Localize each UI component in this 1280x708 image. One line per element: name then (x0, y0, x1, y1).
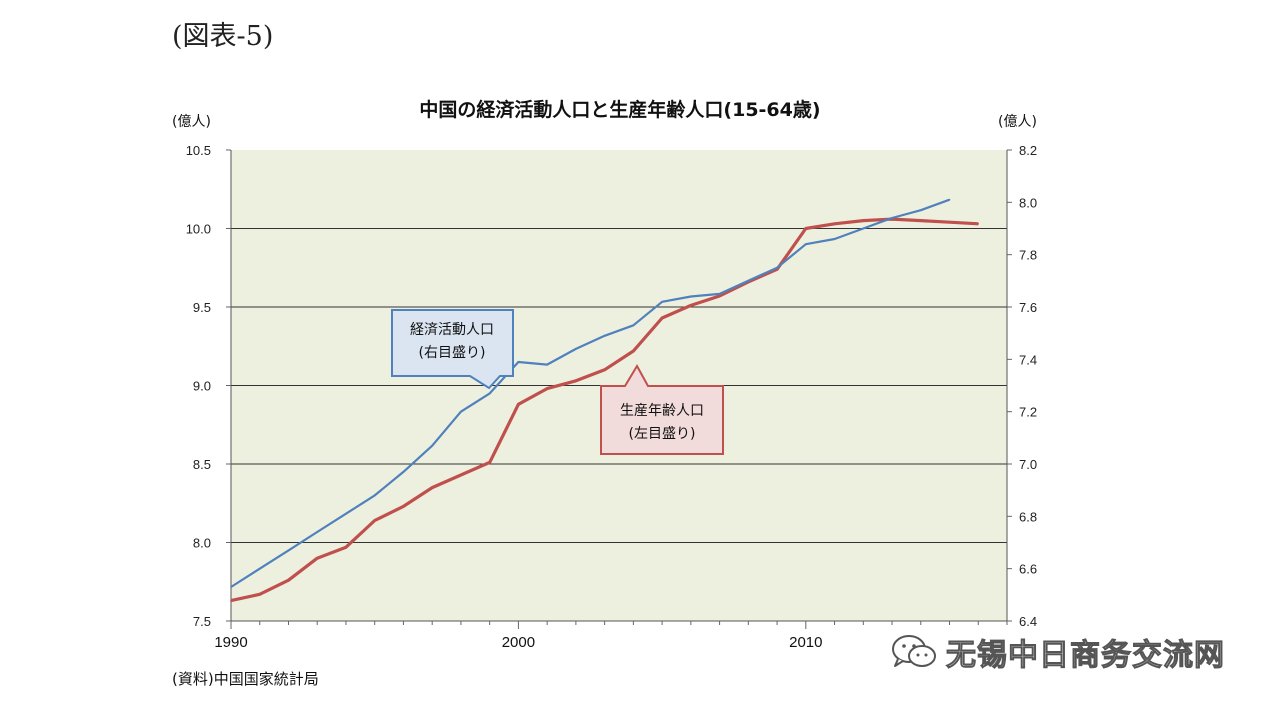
data-point-economically-active (690, 295, 692, 298)
watermark: 无锡中日商务交流网 (890, 630, 1225, 674)
right-tick-label: 6.6 (1019, 562, 1037, 577)
data-point-economically-active (287, 549, 290, 552)
data-point-economically-active (833, 238, 836, 240)
data-point-economically-active (345, 512, 347, 515)
data-point-economically-active (661, 300, 663, 303)
data-point-working-age (862, 219, 865, 222)
data-point-working-age (690, 304, 692, 307)
callout-label: (右目盛り) (419, 345, 486, 361)
left-axis-unit: (億人) (172, 114, 211, 130)
data-point-working-age (431, 486, 433, 489)
data-point-working-age (833, 222, 836, 225)
data-point-working-age (460, 474, 462, 476)
x-tick-label: 1990 (214, 634, 247, 651)
left-tick-label: 9.0 (193, 379, 211, 394)
data-point-economically-active (632, 324, 635, 327)
left-tick-label: 8.5 (193, 457, 211, 472)
wechat-icon (892, 635, 936, 667)
data-point-economically-active (776, 266, 778, 269)
left-tick-label: 10.5 (186, 143, 211, 158)
data-point-economically-active (718, 293, 721, 295)
data-point-working-age (402, 505, 405, 508)
data-point-economically-active (258, 567, 261, 570)
data-point-working-age (948, 221, 951, 224)
data-point-working-age (373, 519, 376, 522)
callout-label: 経済活動人口 (410, 322, 494, 338)
data-point-economically-active (862, 227, 865, 230)
data-point-working-age (546, 387, 548, 390)
source-note: (資料)中国国家統計局 (172, 670, 319, 688)
left-tick-label: 7.5 (193, 614, 211, 629)
right-tick-label: 7.2 (1019, 405, 1037, 420)
data-point-working-age (919, 219, 922, 222)
data-point-economically-active (373, 494, 376, 497)
series-line-economically-active (230, 198, 950, 588)
data-point-working-age (575, 379, 577, 382)
data-point-working-age (517, 403, 520, 406)
data-point-economically-active (517, 361, 520, 363)
chart-title: 中国の経済活動人口と生産年齢人口(15-64歳) (419, 99, 821, 121)
data-point-working-age (805, 227, 807, 230)
figure-label: (図表-5) (172, 21, 274, 52)
data-point-economically-active (805, 243, 807, 245)
right-tick-label: 6.8 (1019, 509, 1037, 524)
data-point-economically-active (575, 348, 577, 350)
data-point-economically-active (402, 471, 405, 473)
data-point-economically-active (316, 531, 319, 533)
data-point-economically-active (948, 198, 951, 201)
data-point-working-age (718, 295, 721, 297)
data-point-working-age (258, 593, 261, 596)
data-point-economically-active (230, 586, 232, 588)
left-tick-label: 8.0 (193, 536, 211, 551)
data-point-working-age (287, 579, 290, 581)
data-point-economically-active (891, 217, 893, 219)
data-point-working-age (661, 317, 663, 319)
data-point-working-age (488, 461, 491, 464)
callout-working-age (600, 363, 724, 455)
x-tick-label: 2000 (502, 634, 535, 651)
data-point-working-age (316, 557, 319, 559)
callout-label: (左目盛り) (629, 426, 696, 442)
callout-economically-active (391, 309, 514, 390)
data-point-economically-active (431, 444, 433, 447)
right-tick-label: 7.0 (1019, 457, 1037, 472)
data-point-economically-active (546, 363, 548, 366)
right-tick-label: 7.6 (1019, 300, 1037, 315)
left-tick-label: 9.5 (193, 300, 211, 315)
data-point-working-age (230, 599, 232, 602)
right-tick-label: 7.8 (1019, 248, 1037, 263)
data-point-economically-active (603, 334, 606, 337)
callout-label: 生産年齢人口 (620, 403, 704, 419)
right-axis-unit: (億人) (998, 114, 1037, 130)
data-point-economically-active (488, 392, 491, 395)
data-point-economically-active (460, 410, 462, 413)
data-point-working-age (603, 369, 606, 371)
watermark-text: 无锡中日商务交流网 (946, 638, 1225, 674)
data-point-working-age (977, 222, 980, 225)
left-tick-label: 10.0 (186, 222, 211, 237)
right-tick-label: 7.4 (1019, 352, 1037, 367)
data-point-working-age (345, 546, 347, 549)
data-point-working-age (632, 350, 635, 352)
right-tick-label: 8.2 (1019, 143, 1037, 158)
right-tick-label: 8.0 (1019, 195, 1037, 210)
right-tick-label: 6.4 (1019, 614, 1037, 629)
data-point-economically-active (747, 280, 750, 282)
x-tick-label: 2010 (789, 634, 822, 651)
data-point-economically-active (919, 209, 922, 211)
